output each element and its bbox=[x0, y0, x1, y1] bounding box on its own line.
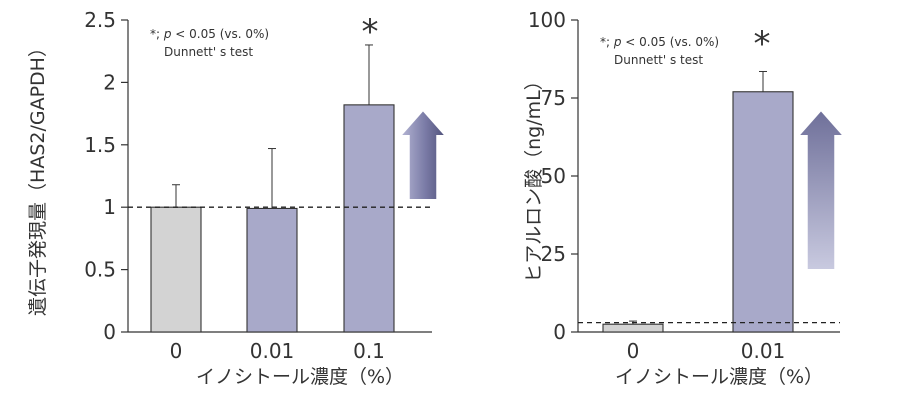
stat-note-rest: < 0.05 (vs. 0%) bbox=[621, 35, 719, 49]
stat-note-line2: Dunnett' s test bbox=[164, 45, 253, 59]
stat-note-prefix: *; bbox=[600, 35, 614, 49]
y-tick-label: 100 bbox=[528, 8, 566, 32]
x-tick-label: 0 bbox=[170, 339, 183, 363]
stat-note-line2: Dunnett' s test bbox=[614, 53, 703, 67]
y-tick-label: 25 bbox=[541, 242, 566, 266]
y-tick-label: 1.5 bbox=[84, 133, 116, 157]
x-tick-label: 0.01 bbox=[250, 339, 295, 363]
up-arrow-icon bbox=[397, 108, 449, 201]
stat-note-p: p bbox=[613, 35, 622, 49]
stat-note-line1: *; p < 0.05 (vs. 0%) bbox=[600, 35, 719, 49]
y-tick-label: 0 bbox=[103, 320, 116, 344]
significance-mark: * bbox=[362, 12, 379, 52]
up-arrow-icon bbox=[795, 108, 847, 271]
y-axis-title: 遺伝子発現量（HAS2/GAPDH） bbox=[27, 38, 49, 316]
significance-mark: * bbox=[754, 24, 771, 64]
x-axis-title: イノシトール濃度（%） bbox=[196, 366, 404, 388]
y-tick-label: 1 bbox=[103, 195, 116, 219]
x-axis-title: イノシトール濃度（%） bbox=[615, 366, 823, 388]
stat-note-line1: *; p < 0.05 (vs. 0%) bbox=[150, 27, 269, 41]
y-tick-label: 50 bbox=[541, 164, 566, 188]
chart-panel-2: 0 25 50 75 100 0 0.01 * *; p < 0.05 (vs. 0%) Dunn… bbox=[523, 8, 847, 388]
y-tick-label: 2 bbox=[103, 70, 116, 94]
bar bbox=[602, 323, 664, 333]
y-tick-label: 0.5 bbox=[84, 258, 116, 282]
bar bbox=[343, 104, 395, 333]
x-tick-label: 0.01 bbox=[741, 339, 786, 363]
y-tick-label: 2.5 bbox=[84, 8, 116, 32]
bar bbox=[732, 91, 794, 333]
y-axis-title: ヒアルロン酸（ng/mL） bbox=[523, 71, 545, 282]
stat-note-prefix: *; bbox=[150, 27, 164, 41]
x-tick-label: 0 bbox=[627, 339, 640, 363]
bar bbox=[246, 207, 298, 333]
y-tick-label: 0 bbox=[553, 320, 566, 344]
chart-panel-1: 0 0.5 1 1.5 2 2.5 0 0.01 0.1 * *; p < 0.05 (vs. 0%… bbox=[27, 8, 449, 388]
x-tick-label: 0.1 bbox=[353, 339, 385, 363]
stat-note-p: p bbox=[163, 27, 172, 41]
stat-note-rest: < 0.05 (vs. 0%) bbox=[171, 27, 269, 41]
bar bbox=[150, 206, 202, 333]
y-tick-label: 75 bbox=[541, 86, 566, 110]
